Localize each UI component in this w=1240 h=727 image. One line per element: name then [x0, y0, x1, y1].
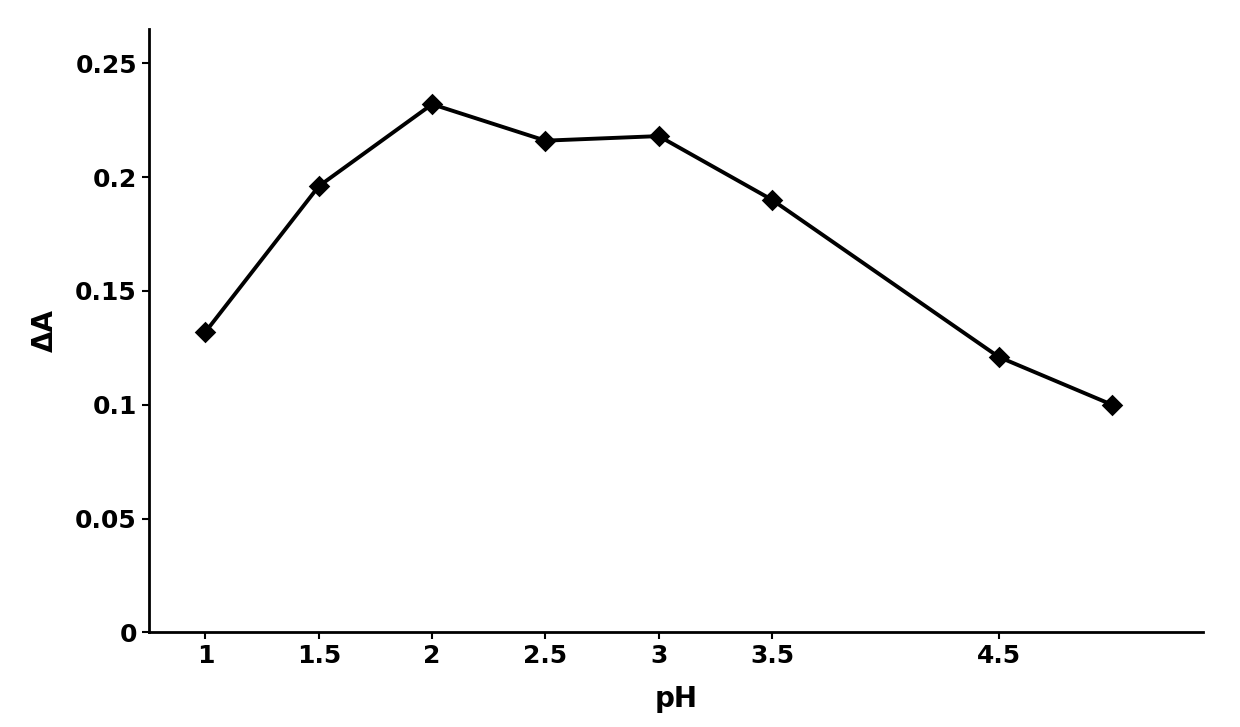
Y-axis label: ΔA: ΔA	[31, 309, 58, 353]
X-axis label: pH: pH	[655, 685, 697, 713]
